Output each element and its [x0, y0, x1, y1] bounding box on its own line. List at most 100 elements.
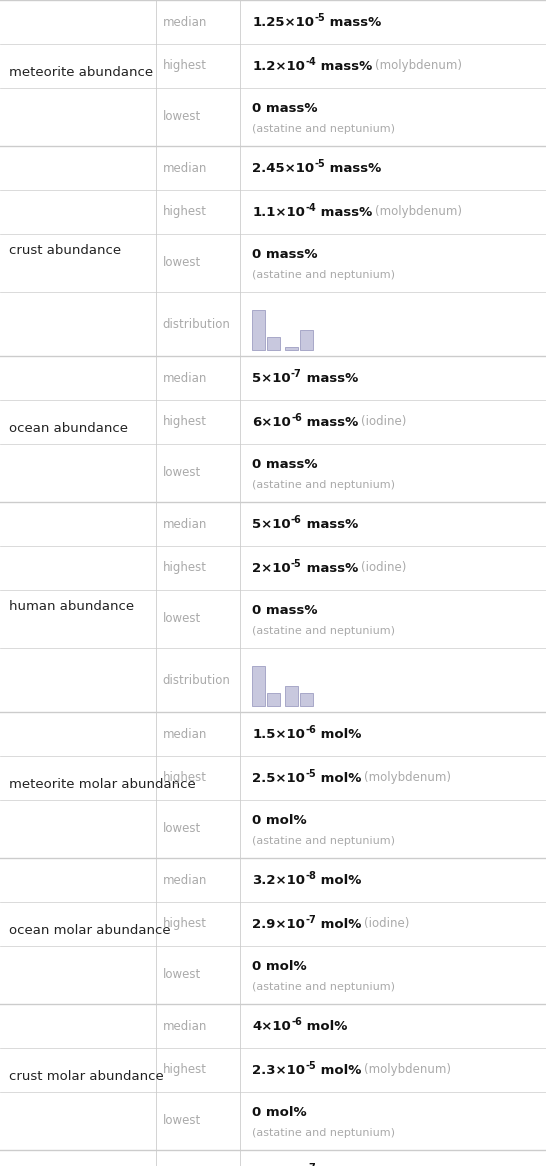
Text: 3.2×10: 3.2×10 [252, 873, 305, 886]
Text: -5: -5 [314, 160, 325, 169]
Text: median: median [162, 162, 207, 175]
Text: -4: -4 [305, 57, 316, 68]
Text: crust abundance: crust abundance [9, 245, 121, 258]
Text: 5×10: 5×10 [252, 518, 291, 531]
Text: (astatine and neptunium): (astatine and neptunium) [252, 1128, 395, 1138]
Text: 6×10: 6×10 [252, 415, 291, 428]
Text: -5: -5 [305, 770, 316, 779]
Text: -6: -6 [291, 414, 302, 423]
Text: 2.5×10: 2.5×10 [252, 772, 305, 785]
Text: -7: -7 [305, 915, 316, 926]
Text: (molybdenum): (molybdenum) [364, 1063, 452, 1076]
Text: mol%: mol% [316, 873, 361, 886]
Text: ocean molar abundance: ocean molar abundance [9, 925, 171, 937]
Text: mass%: mass% [325, 162, 381, 175]
Text: ocean abundance: ocean abundance [9, 422, 128, 435]
Text: highest: highest [162, 205, 206, 218]
Text: lowest: lowest [162, 822, 200, 836]
Text: mol%: mol% [316, 1063, 361, 1076]
Text: crust molar abundance: crust molar abundance [9, 1070, 164, 1083]
Text: human abundance: human abundance [9, 600, 134, 613]
Text: (molybdenum): (molybdenum) [375, 59, 462, 72]
Text: 5×10: 5×10 [252, 372, 291, 385]
Text: (iodine): (iodine) [361, 415, 406, 428]
Text: 1.1×10: 1.1×10 [252, 205, 305, 218]
Text: 0 mol%: 0 mol% [252, 960, 307, 972]
Text: 1.5×10: 1.5×10 [252, 728, 305, 740]
Text: median: median [162, 15, 207, 28]
Text: lowest: lowest [162, 969, 200, 982]
Text: lowest: lowest [162, 612, 200, 625]
Bar [252, 667, 265, 705]
Text: meteorite abundance: meteorite abundance [9, 66, 153, 79]
Text: highest: highest [162, 772, 206, 785]
Text: mol%: mol% [316, 918, 361, 930]
Bar [285, 347, 298, 350]
Text: mass%: mass% [301, 518, 358, 531]
Text: mass%: mass% [302, 415, 358, 428]
Text: -4: -4 [305, 203, 316, 213]
Text: -7: -7 [291, 370, 301, 379]
Text: 0 mol%: 0 mol% [252, 814, 307, 827]
Text: -6: -6 [291, 515, 301, 526]
Text: mol%: mol% [316, 772, 361, 785]
Text: 0 mass%: 0 mass% [252, 604, 318, 617]
Text: -6: -6 [291, 1018, 302, 1027]
Text: mass%: mass% [301, 562, 358, 575]
Text: 4×10: 4×10 [252, 1019, 291, 1033]
Text: -8: -8 [305, 871, 316, 881]
Text: lowest: lowest [162, 466, 200, 479]
Text: median: median [162, 1019, 207, 1033]
Text: (astatine and neptunium): (astatine and neptunium) [252, 626, 395, 635]
Bar [252, 310, 265, 350]
Bar [300, 330, 313, 350]
Text: -7: -7 [305, 1164, 316, 1166]
Text: -5: -5 [291, 560, 301, 569]
Text: distribution: distribution [162, 317, 230, 330]
Text: (astatine and neptunium): (astatine and neptunium) [252, 836, 395, 845]
Bar [267, 693, 280, 705]
Text: (astatine and neptunium): (astatine and neptunium) [252, 124, 395, 134]
Text: highest: highest [162, 1063, 206, 1076]
Text: mass%: mass% [316, 59, 372, 72]
Text: 0 mol%: 0 mol% [252, 1105, 307, 1119]
Text: meteorite molar abundance: meteorite molar abundance [9, 779, 196, 792]
Text: lowest: lowest [162, 257, 200, 269]
Text: 0 mass%: 0 mass% [252, 458, 318, 471]
Text: (iodine): (iodine) [364, 918, 410, 930]
Text: median: median [162, 728, 207, 740]
Text: (molybdenum): (molybdenum) [375, 205, 462, 218]
Text: mass%: mass% [325, 15, 381, 28]
Text: 2.3×10: 2.3×10 [252, 1063, 305, 1076]
Bar [267, 337, 280, 350]
Text: median: median [162, 372, 207, 385]
Text: (molybdenum): (molybdenum) [364, 772, 451, 785]
Bar [285, 687, 298, 705]
Text: mass%: mass% [301, 372, 358, 385]
Text: (iodine): (iodine) [361, 562, 406, 575]
Text: distribution: distribution [162, 674, 230, 687]
Text: highest: highest [162, 562, 206, 575]
Text: mol%: mol% [316, 728, 361, 740]
Text: lowest: lowest [162, 1115, 200, 1128]
Text: (astatine and neptunium): (astatine and neptunium) [252, 982, 395, 991]
Text: 0 mass%: 0 mass% [252, 248, 318, 261]
Text: mol%: mol% [302, 1019, 347, 1033]
Text: highest: highest [162, 59, 206, 72]
Bar [300, 693, 313, 705]
Text: mass%: mass% [316, 205, 372, 218]
Text: median: median [162, 873, 207, 886]
Text: (astatine and neptunium): (astatine and neptunium) [252, 269, 395, 280]
Text: 2×10: 2×10 [252, 562, 291, 575]
Text: 2.45×10: 2.45×10 [252, 162, 314, 175]
Text: 0 mass%: 0 mass% [252, 101, 318, 114]
Text: 1.2×10: 1.2×10 [252, 59, 305, 72]
Text: highest: highest [162, 415, 206, 428]
Text: 1.25×10: 1.25×10 [252, 15, 314, 28]
Text: -6: -6 [305, 725, 316, 736]
Text: (astatine and neptunium): (astatine and neptunium) [252, 479, 395, 490]
Text: highest: highest [162, 918, 206, 930]
Text: -5: -5 [314, 13, 325, 23]
Text: lowest: lowest [162, 111, 200, 124]
Text: 2.9×10: 2.9×10 [252, 918, 305, 930]
